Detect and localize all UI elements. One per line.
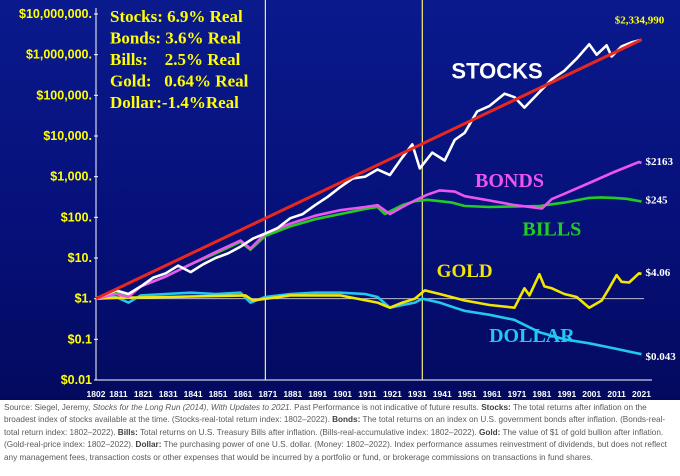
legend-line: Stocks: 6.9% Real (110, 7, 243, 26)
x-tick-label: 1891 (308, 389, 327, 399)
x-tick-label: 1951 (458, 389, 477, 399)
x-tick-label: 1851 (209, 389, 228, 399)
x-tick-label: 1961 (483, 389, 502, 399)
legend-line: Dollar:-1.4%Real (110, 93, 239, 112)
series-line-dollar (95, 291, 642, 356)
bills-def: Total returns on U.S. Treasury Bills aft… (137, 427, 479, 437)
end-value-label-dollar: $0.043 (646, 351, 677, 363)
source-book: Stocks for the Long Run (2014), With Upd… (92, 403, 292, 412)
x-tick-label: 1802 (87, 389, 106, 399)
x-tick-label: 1821 (134, 389, 153, 399)
x-tick-label: 2001 (582, 389, 601, 399)
series-name-gold: GOLD (437, 261, 493, 282)
y-tick-label: $1,000,000. (26, 48, 92, 62)
y-tick-label: $10,000. (43, 129, 92, 143)
end-value-label-stocks: $2,334,990 (615, 15, 665, 27)
end-value-label-bonds: $2163 (646, 156, 674, 168)
legend-line: Gold: 0.64% Real (110, 72, 249, 91)
x-tick-label: 1811 (109, 389, 128, 399)
y-tick-label: $0.01 (61, 373, 92, 387)
y-tick-label: $100,000. (36, 88, 92, 102)
x-tick-label: 1881 (283, 389, 302, 399)
x-tick-label: 1971 (508, 389, 527, 399)
x-tick-label: 2011 (607, 389, 626, 399)
x-tick-label: 1981 (532, 389, 551, 399)
stocks-def-label: Stocks: (481, 403, 511, 412)
y-tick-label: $10. (68, 251, 92, 265)
chart-area: $0.01 $0.1 $1. $10. $100. $1,000. $10,000. $100… (0, 0, 680, 400)
x-tick-label: 1911 (358, 389, 377, 399)
x-tick-label: 1921 (383, 389, 402, 399)
y-tick-label: $100. (61, 210, 92, 224)
x-tick-label: 1941 (433, 389, 452, 399)
series-line-gold (95, 272, 642, 309)
series-name-bills: BILLS (522, 218, 581, 240)
legend-line: Bills: 2.5% Real (110, 50, 241, 69)
stocks-trend-line (95, 38, 643, 301)
y-tick-label: $1,000. (50, 170, 92, 184)
y-tick-label: $10,000,000. (19, 7, 92, 21)
source-note: Source: Siegel, Jeremy, Stocks for the L… (4, 402, 676, 464)
y-tick-label: $0.1 (68, 332, 92, 346)
x-tick-label: 1931 (408, 389, 427, 399)
series-name-bonds: BONDS (475, 170, 544, 192)
x-tick-label: 1831 (159, 389, 178, 399)
dollar-def: The purchasing power of one U.S. dollar.… (4, 440, 667, 462)
x-tick-label: 1861 (234, 389, 253, 399)
bonds-def-label: Bonds: (332, 415, 361, 425)
bonds-def: The total returns on an index on U.S. go… (4, 415, 666, 437)
series-line-bonds (95, 160, 642, 300)
x-tick-label: 2021 (632, 389, 651, 399)
returns-chart: $0.01 $0.1 $1. $10. $100. $1,000. $10,000. $100… (0, 0, 680, 400)
end-value-label-bills: $245 (646, 195, 669, 207)
source-disclaimer: Past Performance is not indicative of fu… (291, 403, 482, 412)
dollar-def-label: Dollar: (135, 440, 162, 450)
series-line-stocks (95, 38, 642, 300)
x-tick-label: 1901 (333, 389, 352, 399)
gold-def-label: Gold: (478, 427, 501, 437)
source-prefix: Source: Siegel, Jeremy, (4, 403, 93, 412)
x-tick-label: 1991 (557, 389, 576, 399)
series-name-stocks: STOCKS (451, 58, 542, 83)
x-tick-label: 1841 (184, 389, 203, 399)
x-tick-label: 1871 (258, 389, 277, 399)
stocks-def: The total returns after inflation on the… (4, 403, 647, 425)
y-tick-label: $1. (75, 292, 92, 306)
legend-line: Bonds: 3.6% Real (110, 29, 241, 48)
gold-def: The value of $1 of gold bullion after in… (4, 427, 664, 450)
series-name-dollar: DOLLAR (489, 325, 575, 347)
end-value-label-gold: $4.06 (646, 267, 671, 279)
bills-def-label: Bills: (117, 427, 138, 437)
